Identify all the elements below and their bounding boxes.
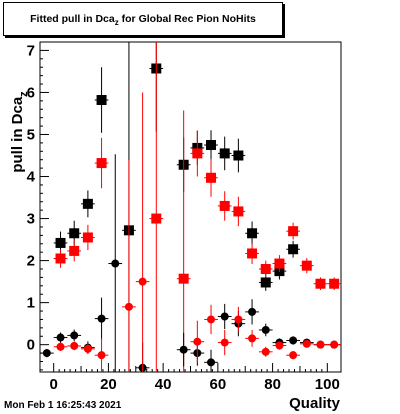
data-point xyxy=(207,358,216,367)
data-point xyxy=(288,226,299,237)
timestamp-footer: Mon Feb 1 16:25:43 2021 xyxy=(4,400,122,411)
y-tick-label: 3 xyxy=(27,211,35,228)
data-point xyxy=(330,340,339,349)
data-point xyxy=(233,206,244,217)
data-point xyxy=(289,351,298,360)
data-point xyxy=(56,333,65,342)
y-axis-label-main: pull in Dca xyxy=(9,96,26,173)
data-point xyxy=(302,339,311,348)
title-subscript: z xyxy=(114,18,119,28)
data-point xyxy=(247,228,258,239)
data-point xyxy=(70,341,79,350)
y-tick-label: 5 xyxy=(27,126,35,143)
svg-text:pull in Dcaz: pull in Dcaz xyxy=(9,91,30,173)
data-point xyxy=(55,237,66,248)
x-tick-label: 80 xyxy=(264,376,281,393)
y-tick-label: 6 xyxy=(27,84,35,101)
data-point xyxy=(111,259,120,268)
data-point xyxy=(219,200,230,211)
data-point xyxy=(178,273,189,284)
data-point xyxy=(316,340,325,349)
data-point xyxy=(261,347,270,356)
data-point xyxy=(193,337,202,346)
data-point xyxy=(220,312,229,321)
title-main: Fitted pull in Dca xyxy=(30,13,115,25)
x-axis-label: Quality xyxy=(289,395,340,412)
data-point xyxy=(248,334,257,343)
data-point xyxy=(97,351,106,360)
x-tick-label: 20 xyxy=(100,376,117,393)
data-point xyxy=(260,277,271,288)
data-point xyxy=(55,253,66,264)
data-point xyxy=(219,148,230,159)
data-point xyxy=(233,150,244,161)
data-point xyxy=(124,302,133,311)
data-point xyxy=(82,232,93,243)
x-tick-label: 60 xyxy=(210,376,227,393)
data-point xyxy=(206,172,217,183)
y-tick-label: 1 xyxy=(27,295,35,312)
y-tick-label: 4 xyxy=(27,169,36,186)
data-point xyxy=(83,344,92,353)
series-1 xyxy=(53,42,341,372)
series-2 xyxy=(40,154,341,372)
x-tick-label: 0 xyxy=(50,376,58,393)
data-point xyxy=(274,258,285,269)
y-tick-label: 2 xyxy=(27,253,35,270)
data-point xyxy=(275,341,284,350)
data-point xyxy=(261,325,270,334)
data-point xyxy=(288,244,299,255)
data-point xyxy=(247,248,258,259)
y-axis-label: pull in Dcaz xyxy=(9,91,30,173)
series-0 xyxy=(53,42,300,372)
chart-title: Fitted pull in Dcaz for Global Rec Pion … xyxy=(4,13,282,27)
data-point xyxy=(301,260,312,271)
data-point xyxy=(207,315,216,324)
data-point xyxy=(329,278,340,289)
data-point xyxy=(289,336,298,345)
data-point xyxy=(179,345,188,354)
data-point xyxy=(82,198,93,209)
title-box: Fitted pull in Dcaz for Global Rec Pion … xyxy=(3,2,283,36)
data-point xyxy=(248,307,257,316)
data-point xyxy=(42,349,51,358)
data-point xyxy=(220,338,229,347)
data-point xyxy=(56,342,65,351)
data-point xyxy=(315,278,326,289)
data-point xyxy=(96,95,107,106)
data-point xyxy=(69,228,80,239)
data-point xyxy=(138,277,147,286)
series-3 xyxy=(53,92,341,372)
title-tail: for Global Rec Pion NoHits xyxy=(118,13,256,25)
y-axis-label-subscript: z xyxy=(18,91,30,97)
data-point xyxy=(97,314,106,323)
data-point xyxy=(260,264,271,275)
data-point xyxy=(206,139,217,150)
data-point xyxy=(192,148,203,159)
y-tick-label: 0 xyxy=(27,337,35,354)
data-point xyxy=(151,213,162,224)
data-point xyxy=(69,245,80,256)
x-tick-label: 40 xyxy=(155,376,172,393)
x-tick-label: 100 xyxy=(315,376,340,393)
y-tick-label: 7 xyxy=(27,42,35,59)
data-point xyxy=(234,315,243,324)
data-point xyxy=(96,158,107,169)
data-point xyxy=(70,331,79,340)
